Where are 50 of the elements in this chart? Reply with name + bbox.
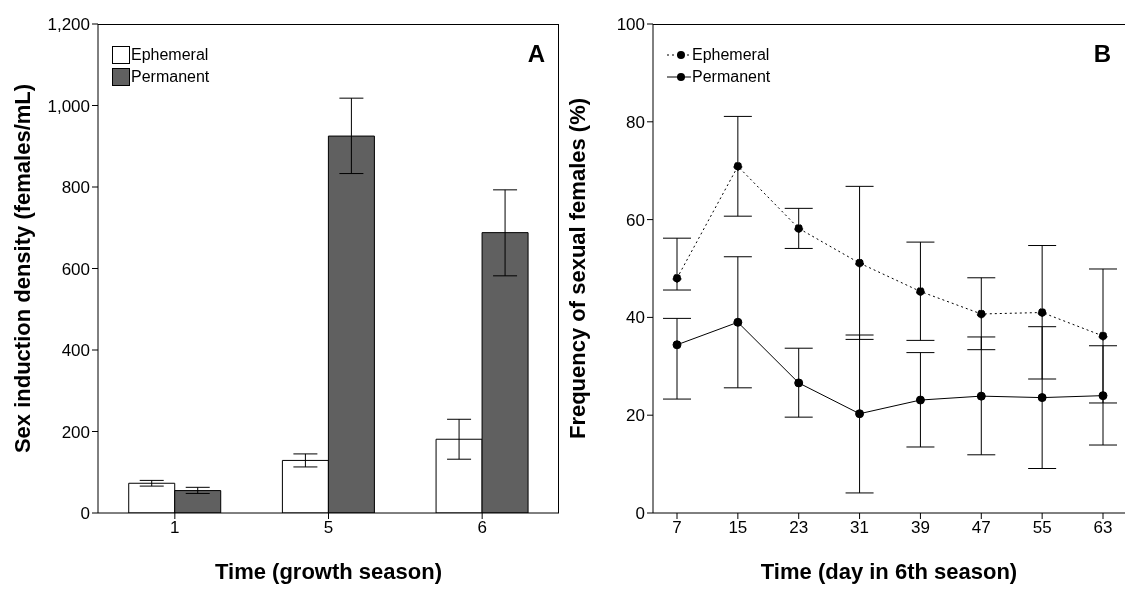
point: [976, 391, 986, 401]
point: [1037, 393, 1047, 403]
y-tick-label: 100: [616, 15, 645, 35]
y-tick-label: 600: [61, 259, 90, 279]
point: [733, 317, 743, 327]
x-tick-label: 7: [672, 518, 682, 538]
y-tick-label: 80: [626, 112, 645, 132]
x-axis-title: Time (day in 6th season): [760, 559, 1018, 584]
point: [1037, 308, 1047, 318]
legend-label: Ephemeral: [692, 45, 770, 65]
x-tick-label: 63: [1093, 518, 1113, 538]
text: A: [527, 40, 545, 68]
legend-label: Permanent: [131, 67, 210, 87]
y-axis-title: Frequency of sexual females (%): [564, 97, 590, 440]
x-tick-label: 1: [170, 518, 180, 538]
y-tick-label: 60: [626, 210, 645, 230]
x-tick-label: 39: [910, 518, 930, 538]
x-tick-label: 55: [1032, 518, 1052, 538]
y-axis-title: Sex induction density (females/mL): [9, 83, 35, 454]
x-tick-label: 47: [971, 518, 991, 538]
point: [1098, 331, 1108, 341]
point: [794, 378, 804, 388]
y-tick-label: 20: [626, 406, 645, 426]
x-tick-label: 5: [323, 518, 334, 538]
legend-label: Permanent: [692, 67, 771, 87]
point: [915, 395, 925, 405]
x-tick-label: 6: [477, 518, 487, 538]
y-tick-label: 1,200: [47, 15, 90, 35]
x-axis-title: Time (growth season): [215, 559, 442, 584]
y-tick-label: 0: [635, 504, 645, 524]
point: [672, 340, 682, 350]
point: [915, 286, 925, 296]
y-tick-label: 40: [626, 308, 645, 328]
y-tick-label: 400: [61, 341, 90, 361]
point: [976, 309, 986, 319]
y-tick-label: 800: [61, 178, 90, 198]
y-tick-label: 1,000: [47, 96, 90, 116]
point: [672, 273, 682, 283]
point: [855, 409, 865, 419]
legend-label: Ephemeral: [131, 45, 209, 65]
point: [794, 223, 804, 233]
point: [1098, 391, 1108, 401]
x-tick-label: 15: [728, 518, 748, 538]
y-tick-label: 0: [80, 504, 90, 524]
x-tick-label: 31: [850, 518, 870, 538]
text: B: [1093, 40, 1111, 68]
point: [733, 161, 743, 171]
y-tick-label: 200: [61, 422, 90, 442]
point: [855, 258, 865, 268]
x-tick-label: 23: [789, 518, 809, 538]
